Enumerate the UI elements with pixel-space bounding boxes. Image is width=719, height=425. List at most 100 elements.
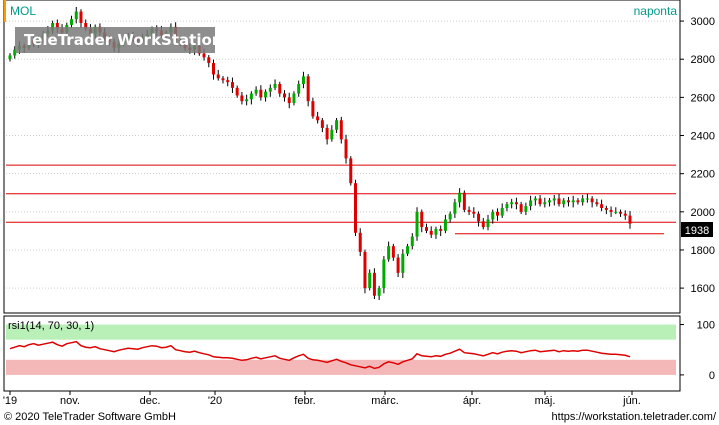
rsi-bands (6, 324, 676, 375)
candle (297, 80, 301, 97)
period-label: naponta (634, 4, 678, 18)
candle (439, 225, 443, 237)
candle (391, 243, 395, 261)
candle (245, 94, 249, 106)
candle (590, 196, 594, 208)
rsi-tick-label: 0 (709, 370, 715, 382)
candle (325, 124, 329, 145)
candle (429, 226, 433, 238)
candle (533, 196, 537, 206)
candle (562, 198, 566, 208)
candle (311, 97, 315, 119)
x-tick-label: '19 (3, 395, 17, 407)
candle (467, 206, 471, 216)
candle (259, 85, 263, 101)
last-value-label: 1938 (685, 225, 709, 237)
candle (585, 193, 589, 203)
horizontal-lines (6, 164, 676, 235)
candle (8, 53, 12, 62)
candle (595, 198, 599, 207)
x-tick-label: febr. (294, 395, 315, 407)
candle (472, 207, 476, 218)
candle (268, 84, 272, 97)
candle (415, 207, 419, 241)
candle (604, 205, 608, 215)
watermark: TeleTrader WorkStation (15, 27, 222, 53)
candle (619, 209, 623, 217)
candle (495, 208, 499, 221)
candle (609, 206, 613, 217)
copyright-text: © 2020 TeleTrader Software GmbH (4, 411, 176, 423)
candle (434, 226, 438, 239)
candle (74, 6, 78, 24)
candle (382, 256, 386, 294)
x-tick-label: márc. (371, 395, 399, 407)
rsi-line (9, 340, 631, 370)
rsi-line-layer (9, 340, 631, 370)
candle (543, 197, 547, 208)
x-tick-label: jún. (622, 395, 641, 407)
candle (377, 285, 381, 300)
price-grid (6, 20, 676, 289)
price-tick-label: 2400 (691, 131, 715, 143)
candle (571, 195, 575, 208)
candle (372, 268, 376, 299)
price-tick-label: 2600 (691, 92, 715, 104)
candle (500, 203, 504, 218)
candle (481, 217, 485, 230)
candle (406, 243, 410, 257)
candle (330, 125, 334, 142)
price-tick-label: 2000 (691, 207, 715, 219)
x-tick-label: máj. (535, 395, 556, 407)
price-tick-label: 1600 (691, 283, 715, 295)
candle (453, 198, 457, 218)
candle (207, 55, 211, 68)
candle (581, 195, 585, 206)
footer-url[interactable]: https://workstation.teletrader.com/ (552, 411, 717, 423)
candle (79, 9, 83, 29)
candle (358, 228, 362, 257)
candle (477, 211, 481, 227)
candle (387, 241, 391, 262)
candle (424, 223, 428, 234)
candle (524, 202, 528, 216)
x-axis: '19 nov. dec. '20 febr. márc. ápr. máj. jún. (3, 391, 641, 407)
candle (278, 81, 282, 97)
candle (557, 193, 561, 207)
candle (458, 188, 462, 208)
candle (306, 74, 310, 107)
candle (552, 195, 556, 206)
rsi-overbought-band (6, 324, 676, 340)
candle (448, 211, 452, 223)
rsi-title: rsi1(14, 70, 30, 1) (8, 320, 94, 332)
rsi-axis: 0 100 (680, 320, 715, 382)
candle (212, 59, 216, 80)
candle (548, 198, 552, 207)
candle (600, 199, 604, 212)
watermark-text: TeleTrader WorkStation (24, 31, 222, 49)
x-tick-label: dec. (140, 395, 161, 407)
candle (230, 77, 234, 93)
candle (529, 195, 533, 211)
price-axis: 1600 1800 2000 2200 2400 2600 2800 3000 (680, 16, 715, 295)
candle (505, 201, 509, 212)
price-tick-label: 1800 (691, 245, 715, 257)
candle (339, 116, 343, 144)
candle (249, 91, 253, 105)
candle (344, 134, 348, 164)
candle (287, 92, 291, 109)
symbol-label: MOL (10, 4, 36, 18)
rsi-tick-label: 100 (697, 320, 715, 332)
candle (368, 269, 372, 291)
candle (254, 86, 258, 96)
candle (292, 91, 296, 106)
candle (353, 179, 357, 237)
last-value-marker: 1938 (681, 222, 713, 237)
candle (486, 214, 490, 231)
x-tick-label: '20 (208, 395, 222, 407)
candle (320, 117, 324, 133)
candle (216, 69, 220, 81)
candle (363, 249, 367, 294)
candle (538, 195, 542, 207)
